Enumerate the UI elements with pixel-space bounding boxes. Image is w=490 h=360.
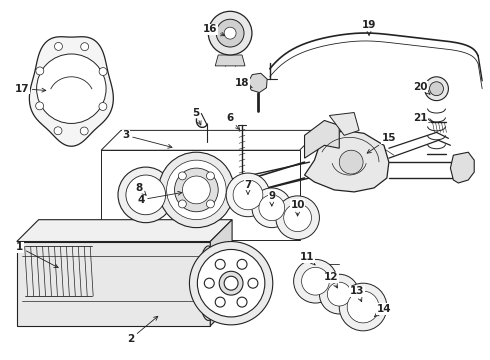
Circle shape [276, 196, 319, 239]
Text: 21: 21 [414, 113, 433, 123]
Circle shape [54, 127, 62, 135]
Polygon shape [17, 220, 232, 242]
Circle shape [224, 27, 236, 39]
Circle shape [425, 77, 448, 100]
Text: 6: 6 [226, 113, 240, 130]
Text: 7: 7 [245, 180, 252, 194]
Text: 20: 20 [414, 82, 430, 94]
Circle shape [219, 271, 243, 295]
Text: 8: 8 [135, 183, 146, 195]
Circle shape [237, 297, 247, 307]
Circle shape [215, 297, 225, 307]
Text: 13: 13 [350, 286, 365, 302]
Circle shape [174, 168, 218, 212]
Polygon shape [101, 130, 319, 150]
Circle shape [197, 249, 265, 317]
Polygon shape [305, 121, 339, 158]
Circle shape [339, 283, 387, 331]
Polygon shape [215, 55, 245, 66]
Text: 12: 12 [324, 272, 339, 288]
Circle shape [178, 200, 186, 208]
Text: 4: 4 [137, 191, 182, 205]
Circle shape [36, 67, 44, 75]
Polygon shape [29, 37, 113, 146]
Polygon shape [101, 150, 299, 239]
Polygon shape [17, 242, 210, 326]
Ellipse shape [198, 246, 218, 320]
Circle shape [37, 54, 106, 123]
Circle shape [81, 43, 89, 51]
Circle shape [204, 278, 214, 288]
Text: 10: 10 [291, 200, 305, 216]
Circle shape [319, 274, 359, 314]
Circle shape [339, 150, 363, 174]
Polygon shape [248, 73, 267, 93]
Circle shape [430, 82, 443, 96]
Circle shape [190, 242, 273, 325]
Text: 16: 16 [203, 24, 225, 36]
Circle shape [80, 127, 88, 135]
Text: 2: 2 [127, 316, 158, 344]
Text: 19: 19 [362, 20, 376, 35]
Circle shape [206, 172, 215, 180]
Circle shape [159, 152, 234, 228]
Circle shape [237, 259, 247, 269]
Text: 1: 1 [16, 243, 58, 267]
Circle shape [167, 160, 226, 220]
Circle shape [248, 278, 258, 288]
Circle shape [233, 180, 263, 210]
Circle shape [208, 11, 252, 55]
Circle shape [126, 175, 166, 215]
Circle shape [294, 260, 337, 303]
Polygon shape [210, 220, 232, 326]
Circle shape [216, 19, 244, 47]
Circle shape [252, 188, 292, 228]
Circle shape [284, 204, 312, 231]
Circle shape [178, 172, 186, 180]
Circle shape [99, 103, 107, 111]
Circle shape [99, 68, 107, 76]
Circle shape [226, 173, 270, 217]
Circle shape [54, 42, 62, 50]
Polygon shape [305, 130, 389, 192]
Circle shape [36, 102, 44, 110]
Text: 18: 18 [235, 78, 252, 88]
Text: 11: 11 [300, 252, 315, 265]
Circle shape [327, 282, 351, 306]
Text: 9: 9 [268, 191, 275, 206]
Circle shape [206, 200, 215, 208]
Text: 15: 15 [367, 133, 396, 153]
Circle shape [118, 167, 173, 223]
Text: 5: 5 [192, 108, 201, 125]
Polygon shape [450, 152, 474, 183]
Text: 14: 14 [374, 304, 391, 316]
Circle shape [182, 176, 210, 204]
Text: 3: 3 [122, 130, 172, 148]
Circle shape [347, 291, 379, 323]
Circle shape [259, 195, 285, 221]
Circle shape [215, 259, 225, 269]
Text: 17: 17 [14, 84, 46, 94]
Circle shape [224, 276, 238, 290]
Polygon shape [329, 113, 359, 135]
Circle shape [301, 267, 329, 295]
